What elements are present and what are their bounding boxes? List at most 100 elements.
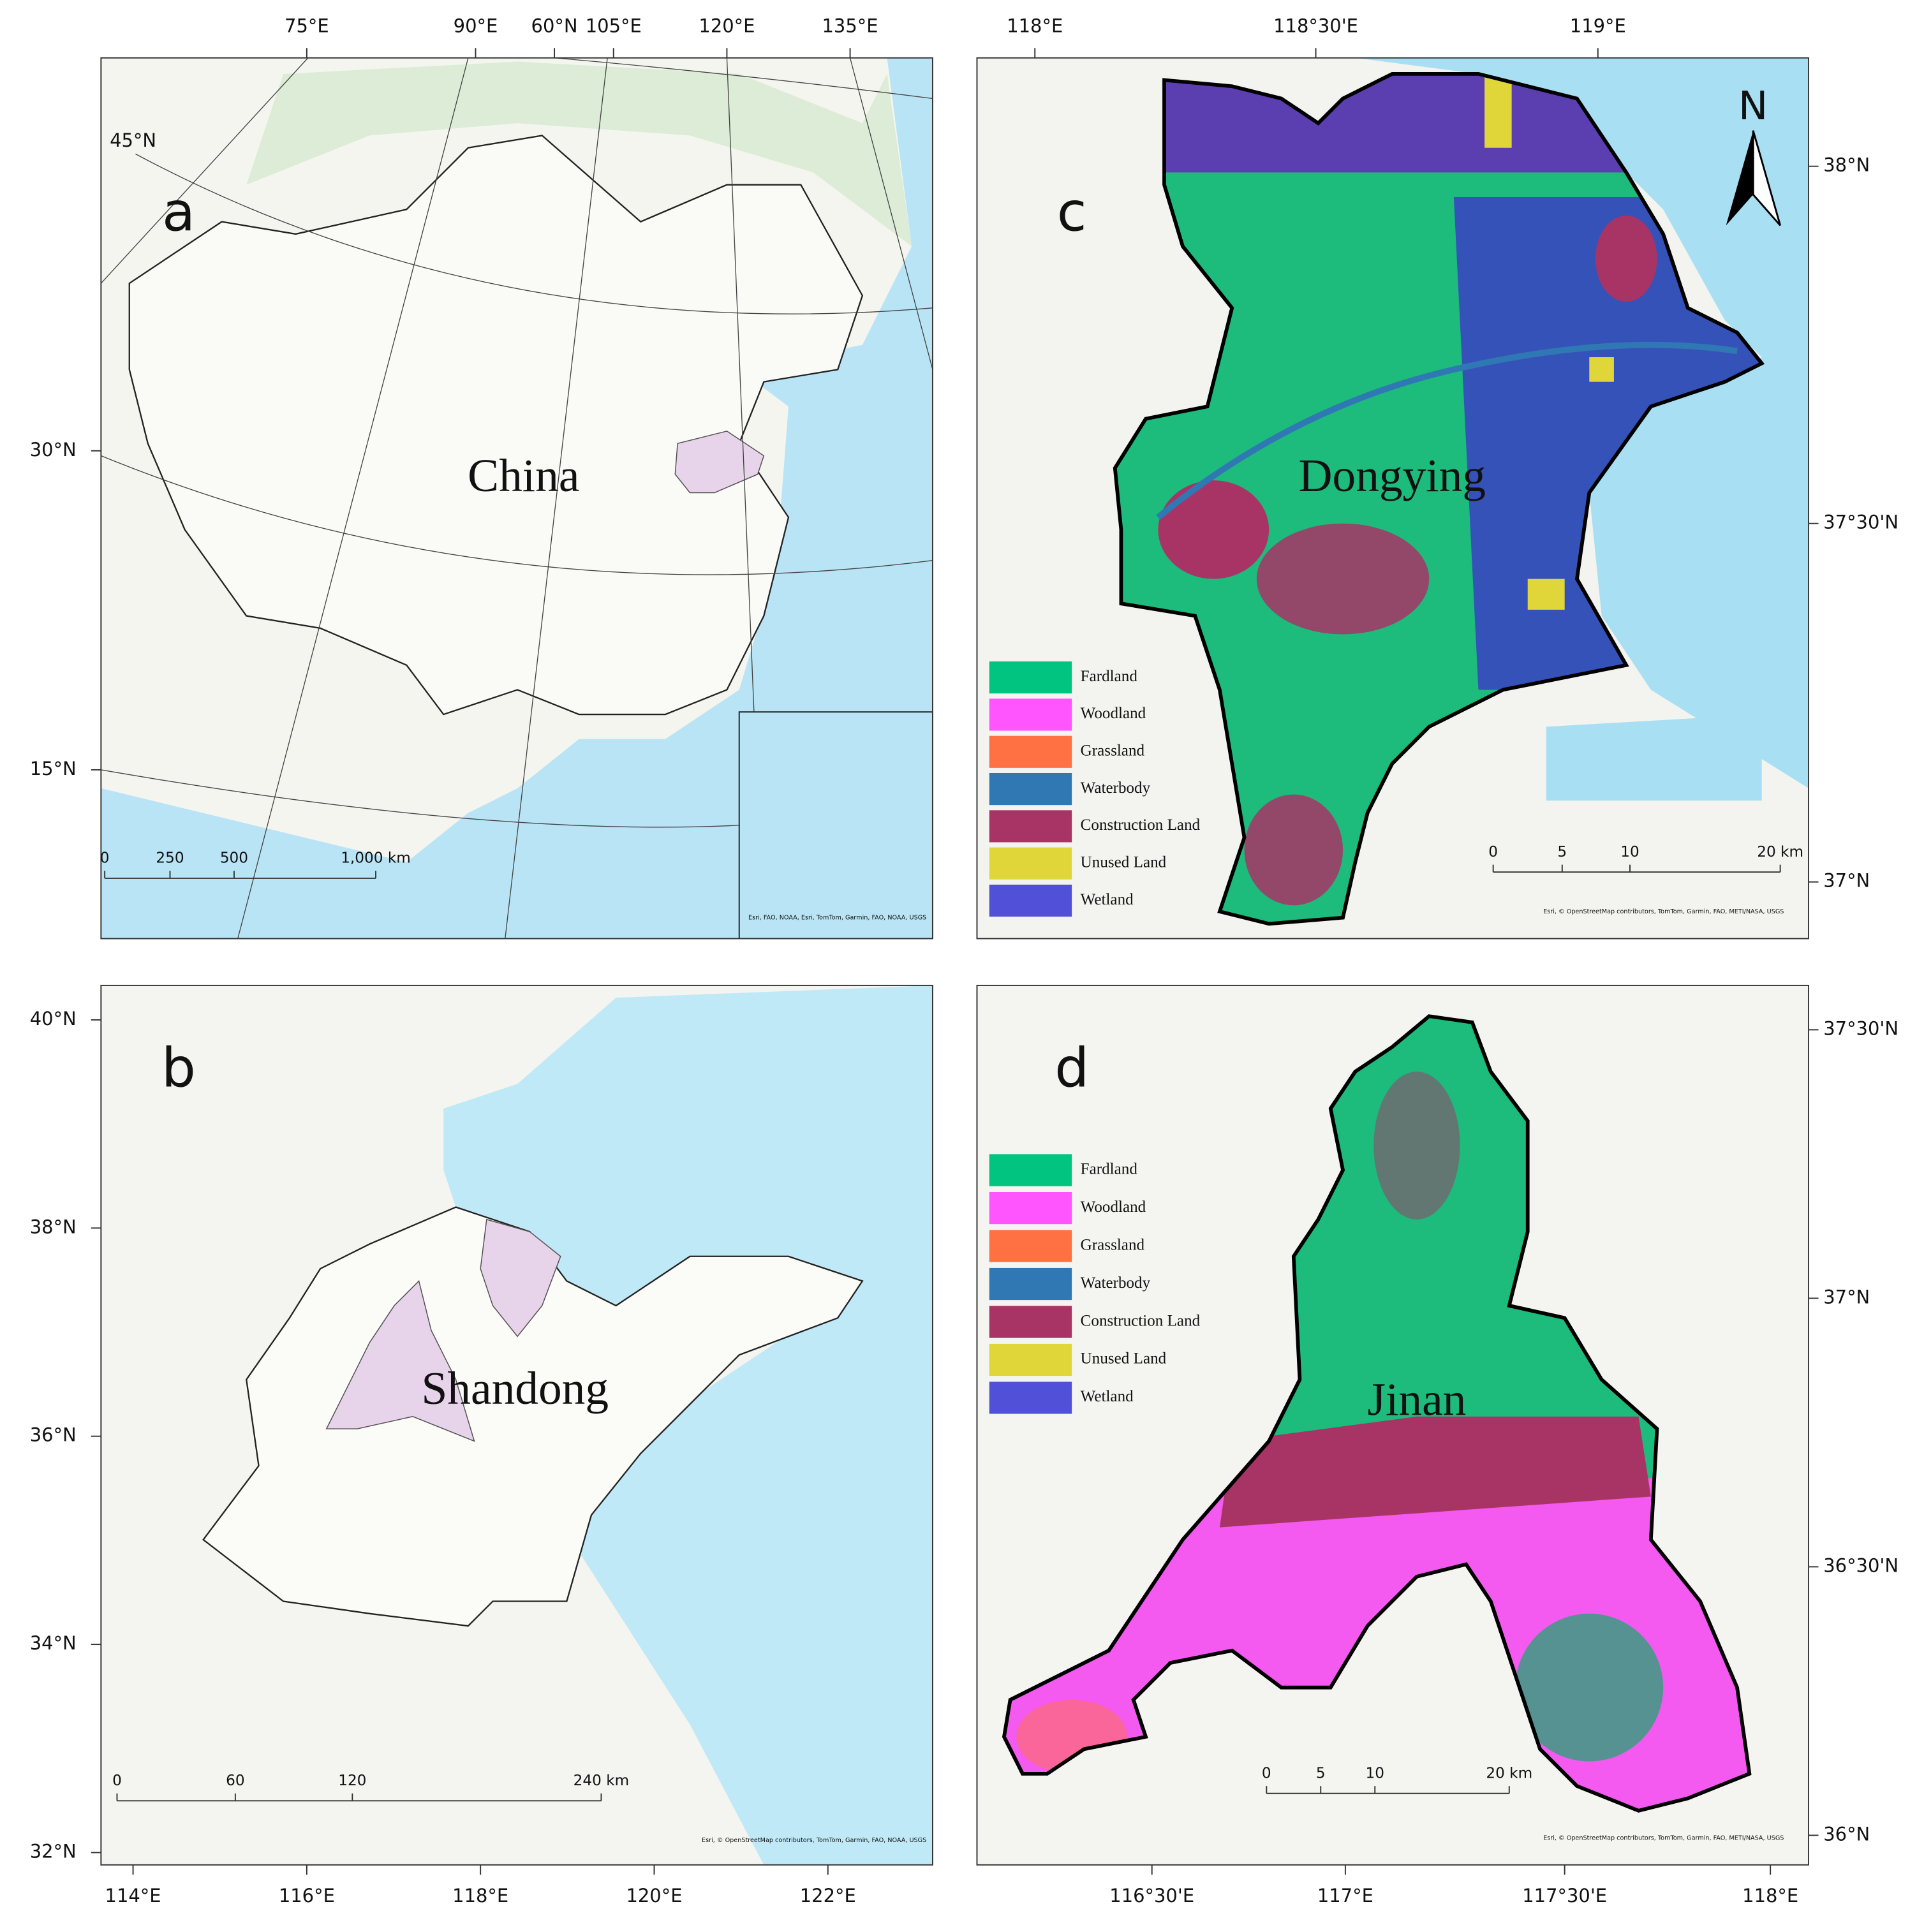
scale-label: 250 xyxy=(156,850,184,867)
legend-label: Wetland xyxy=(1081,891,1134,908)
graticule-label: 40°N xyxy=(30,1008,77,1029)
legend-label: Woodland xyxy=(1081,1198,1146,1216)
graticule-line xyxy=(135,153,933,314)
graticule-label: 15°N xyxy=(30,758,77,779)
place-name: Shandong xyxy=(422,1362,609,1414)
sea xyxy=(101,57,933,939)
graticule-label: 117°E xyxy=(1317,1885,1373,1906)
graticule-line xyxy=(849,57,933,370)
panel-letter: c xyxy=(1057,181,1087,244)
graticule-line xyxy=(554,57,933,100)
legend-label: Construction Land xyxy=(1081,1312,1201,1329)
graticule-label: 36°30'N xyxy=(1823,1554,1898,1576)
attribution: Esri, FAO, NOAA, Esri, TomTom, Garmin, F… xyxy=(748,915,926,922)
graticule-label: 34°N xyxy=(30,1632,77,1654)
legend-label: Grassland xyxy=(1081,1236,1145,1253)
legend-swatch xyxy=(989,1343,1072,1376)
panel-frame xyxy=(100,984,933,1866)
scale-label: 500 xyxy=(220,850,248,867)
legend-swatch xyxy=(989,698,1072,731)
attribution: Esri, © OpenStreetMap contributors, TomT… xyxy=(702,1837,926,1844)
graticule-line xyxy=(237,57,469,939)
legend-swatch xyxy=(989,1267,1072,1301)
legend-label: Grassland xyxy=(1081,742,1145,760)
panel-letter: d xyxy=(1055,1037,1089,1100)
graticule-label: 119°E xyxy=(1570,15,1626,36)
land-use-patch xyxy=(1589,357,1614,382)
shandong-highlight xyxy=(674,431,765,494)
panel-frame xyxy=(100,57,933,940)
scale-label: 10 xyxy=(1620,843,1639,860)
legend-swatch xyxy=(989,1382,1072,1414)
graticule-label: 118°30'E xyxy=(1273,15,1358,36)
scale-label: 120 xyxy=(338,1772,366,1789)
land-use-patch xyxy=(1256,523,1430,635)
legend-label: Waterbody xyxy=(1081,779,1151,797)
city-boundary xyxy=(1002,1014,1752,1813)
sea xyxy=(1546,714,1762,801)
north-arrow xyxy=(1752,130,1782,226)
land-use-patch xyxy=(1373,1072,1460,1220)
graticule-label: 135°E xyxy=(822,15,878,36)
land-use-patch xyxy=(1453,196,1762,690)
panel-frame xyxy=(976,984,1810,1866)
jinan-highlight xyxy=(325,1279,475,1442)
scale-label: 5 xyxy=(1557,843,1567,860)
graticule-line xyxy=(100,57,309,284)
scale-label: 0 xyxy=(112,1772,122,1789)
legend-swatch xyxy=(989,1306,1072,1338)
graticule-label: 75°E xyxy=(285,15,329,36)
graticule-line xyxy=(726,57,755,712)
land-use-patch xyxy=(1527,579,1565,610)
legend-swatch xyxy=(989,772,1072,806)
graticule-label: 114°E xyxy=(105,1885,161,1906)
land-use-patch xyxy=(1244,794,1343,906)
place-name: China xyxy=(468,450,579,501)
legend-swatch xyxy=(989,661,1072,694)
attribution: Esri, © OpenStreetMap contributors, TomT… xyxy=(1543,908,1784,915)
legend-label: Fardland xyxy=(1081,668,1138,685)
dongying-highlight xyxy=(480,1218,561,1338)
graticule-line xyxy=(101,455,933,575)
legend-label: Unused Land xyxy=(1081,853,1167,871)
graticule-label: 117°30'E xyxy=(1522,1885,1607,1906)
legend-label: Waterbody xyxy=(1081,1274,1151,1292)
legend-swatch xyxy=(989,884,1072,917)
graticule-label: 45°N xyxy=(110,129,156,151)
graticule-line xyxy=(505,57,608,939)
graticule-label: 122°E xyxy=(800,1885,856,1906)
scale-label: 20 km xyxy=(1757,843,1803,860)
graticule-label: 116°E xyxy=(279,1885,335,1906)
graticule-label: 30°N xyxy=(30,439,77,461)
scale-label: 0 xyxy=(100,850,110,867)
north-arrow xyxy=(1726,130,1754,226)
land-use-patch xyxy=(1158,480,1269,579)
scale-label: 0 xyxy=(1488,843,1498,860)
sea xyxy=(1355,57,1809,788)
attribution: Esri, © OpenStreetMap contributors, TomT… xyxy=(1543,1834,1784,1841)
province-outline xyxy=(202,1206,864,1627)
graticule-label: 37°30'N xyxy=(1823,1017,1898,1039)
land-use-patch xyxy=(1219,1416,1651,1528)
land-use-patch xyxy=(1515,1613,1664,1762)
legend-swatch xyxy=(989,847,1072,880)
scale-label: 10 xyxy=(1366,1764,1384,1781)
legend-label: Construction Land xyxy=(1081,816,1201,834)
land-use-patch xyxy=(1484,73,1512,148)
panel-frame xyxy=(976,57,1810,940)
legend-label: Unused Land xyxy=(1081,1350,1167,1368)
north-label: N xyxy=(1738,83,1768,129)
graticule-label: 38°N xyxy=(30,1216,77,1237)
place-name: Jinan xyxy=(1367,1373,1466,1425)
graticule-label: 37°N xyxy=(1823,870,1870,892)
legend-label: Fardland xyxy=(1081,1160,1138,1177)
land-use-patch xyxy=(1595,215,1657,302)
graticule-label: 37°30'N xyxy=(1823,512,1898,533)
graticule-label: 118°E xyxy=(1007,15,1063,36)
graticule-label: 36°N xyxy=(30,1424,77,1446)
panel-letter: a xyxy=(162,181,195,244)
scale-label: 0 xyxy=(1262,1764,1271,1781)
scale-label: 1,000 km xyxy=(341,850,411,867)
